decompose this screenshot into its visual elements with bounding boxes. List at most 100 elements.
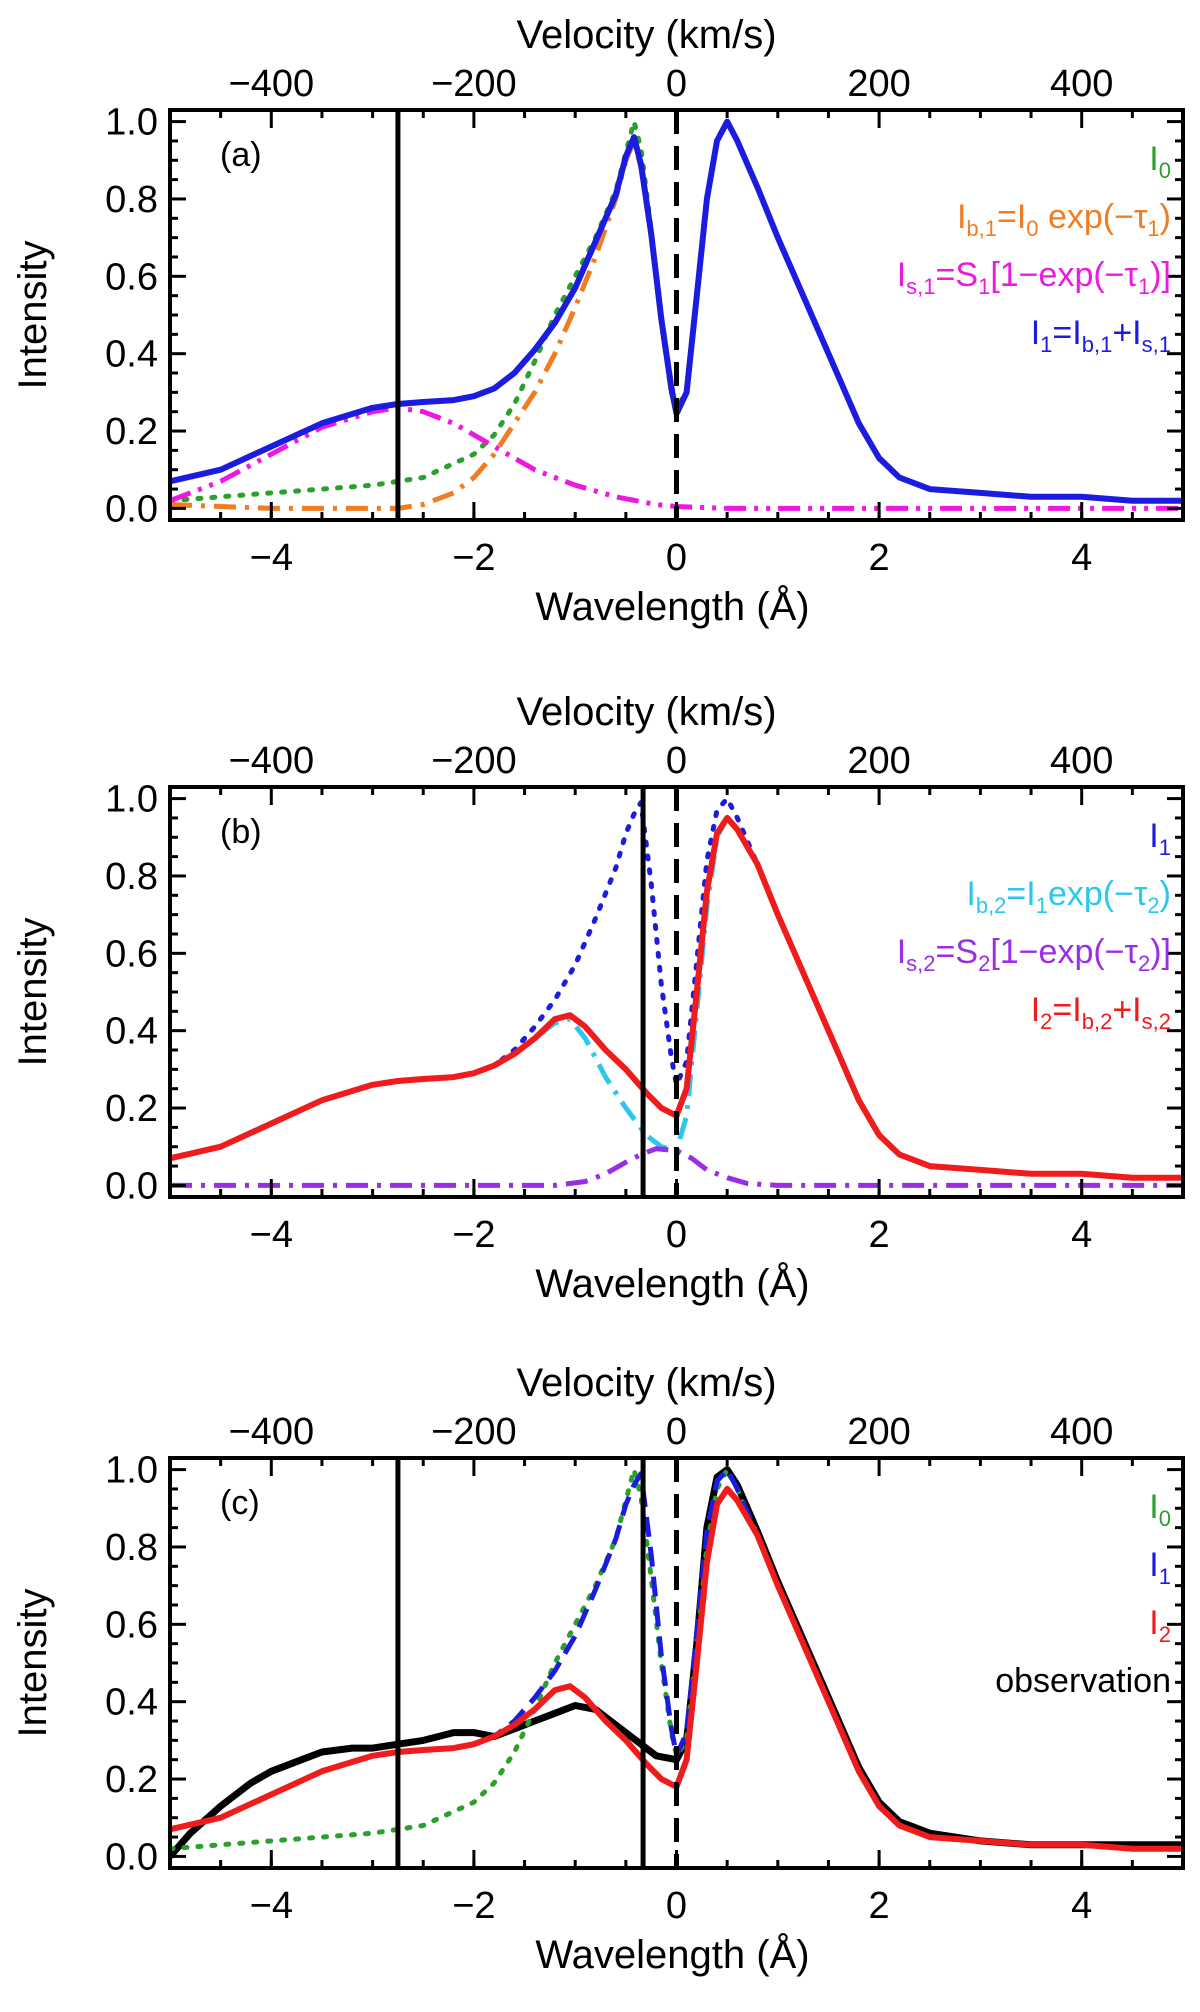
y-tick-label: 0.0	[105, 1165, 158, 1207]
y-tick-label: 0.6	[105, 1604, 158, 1646]
legend-text-part: I	[897, 933, 906, 971]
series-line-i1	[170, 118, 1183, 504]
legend-subscript: 1	[978, 274, 990, 299]
series-line-is1	[170, 405, 1183, 511]
legend-text-part: )]	[1150, 256, 1171, 294]
legend-subscript: 2	[1138, 951, 1150, 976]
legend-text-part: )	[1160, 198, 1171, 236]
series-line-is2	[170, 1146, 1183, 1188]
legend-text-part: =I	[1052, 991, 1081, 1029]
top-tick-label: 400	[1050, 63, 1113, 105]
legend-subscript: s,1	[1142, 332, 1171, 357]
legend-subscript: 2	[1147, 893, 1159, 918]
legend-entry: Is,2=S2[1−exp(−τ2)]	[897, 933, 1171, 976]
y-tick-label: 0.4	[105, 1011, 158, 1053]
top-tick-label: 200	[847, 740, 910, 782]
legend-subscript: 2	[1159, 1622, 1171, 1647]
legend-text-part: I	[1031, 314, 1040, 352]
legend-text-part: =I	[1052, 314, 1081, 352]
legend-subscript: 0	[1026, 216, 1038, 241]
x-tick-label: −2	[452, 1214, 495, 1256]
y-tick-label: 0.8	[105, 179, 158, 221]
legend-subscript: b,1	[966, 216, 997, 241]
legend-text-part: =I	[1006, 875, 1035, 913]
y-tick-label: 0.4	[105, 334, 158, 376]
legend-entry: observation	[995, 1662, 1171, 1700]
x-tick-label: −2	[452, 537, 495, 579]
y-tick-label: 0.0	[105, 488, 158, 530]
top-tick-label: 200	[847, 63, 910, 105]
top-tick-label: −200	[431, 1411, 517, 1453]
top-tick-label: −200	[431, 740, 517, 782]
y-tick-label: 0.8	[105, 1527, 158, 1569]
legend-entry: I2	[1149, 1604, 1171, 1647]
legend-text-part: =S	[936, 933, 979, 971]
legend-subscript: 1	[1040, 332, 1052, 357]
y-axis-title: Intensity	[11, 918, 55, 1067]
x-tick-label: −4	[250, 537, 293, 579]
top-tick-label: −400	[229, 63, 315, 105]
top-tick-label: −400	[229, 1411, 315, 1453]
legend-subscript: b,2	[976, 893, 1007, 918]
legend-entry: Is,1=S1[1−exp(−τ1)]	[897, 256, 1171, 299]
legend-text-part: I	[1149, 1546, 1158, 1584]
legend-text-part: +I	[1112, 991, 1141, 1029]
legend-text-part: I	[1149, 1488, 1158, 1526]
legend-entry: I2=Ib,2+Is,2	[1031, 991, 1171, 1034]
x-tick-label: 4	[1071, 537, 1092, 579]
top-axis-title: Velocity (km/s)	[516, 1361, 776, 1405]
y-tick-label: 1.0	[105, 1450, 158, 1492]
legend-text-part: I	[957, 198, 966, 236]
legend-subscript: 1	[1159, 835, 1171, 860]
legend-entry: Ib,1=I0 exp(−τ1)	[957, 198, 1171, 241]
y-tick-label: 0.2	[105, 1759, 158, 1801]
y-tick-label: 0.4	[105, 1682, 158, 1724]
x-tick-label: −4	[250, 1214, 293, 1256]
legend-text-part: exp(−τ	[1048, 875, 1148, 913]
x-tick-label: 0	[666, 1214, 687, 1256]
legend-subscript: s,2	[906, 951, 935, 976]
legend-subscript: 1	[1036, 893, 1048, 918]
legend-text-part: [1−exp(−τ	[990, 256, 1138, 294]
legend-text-part: =I	[997, 198, 1026, 236]
legend-entry: I1=Ib,1+Is,1	[1031, 314, 1171, 357]
legend-text-part: I	[1149, 140, 1158, 178]
top-axis-title: Velocity (km/s)	[516, 690, 776, 734]
y-tick-label: 1.0	[105, 102, 158, 144]
legend-subscript: 1	[1159, 1564, 1171, 1589]
top-tick-label: 400	[1050, 1411, 1113, 1453]
legend-text-part: exp(−τ	[1039, 198, 1148, 236]
x-tick-label: −4	[250, 1885, 293, 1927]
y-axis-title: Intensity	[11, 241, 55, 390]
x-axis-title: Wavelength (Å)	[535, 584, 809, 629]
top-tick-label: −400	[229, 740, 315, 782]
panel-label: (c)	[220, 1484, 260, 1522]
x-tick-label: 2	[869, 537, 890, 579]
x-axis-title: Wavelength (Å)	[535, 1932, 809, 1977]
top-tick-label: −200	[431, 63, 517, 105]
panel-b: −4 −2 0 2 4 0.0 0.2 0.4 0.6 0.8 1.0 −400 −200 0 200 400…	[11, 690, 1185, 1306]
legend-subscript: s,1	[906, 274, 935, 299]
y-axis-title: Intensity	[11, 1589, 55, 1738]
top-axis-title: Velocity (km/s)	[516, 13, 776, 57]
top-tick-label: 0	[666, 740, 687, 782]
legend-subscript: 1	[1138, 274, 1150, 299]
x-tick-label: 0	[666, 537, 687, 579]
plot-area	[170, 118, 1183, 511]
legend-subscript: 1	[1147, 216, 1159, 241]
legend-text-part: I	[1149, 817, 1158, 855]
legend-text-part: I	[1149, 1604, 1158, 1642]
panel-label: (a)	[220, 136, 262, 174]
y-tick-label: 0.8	[105, 856, 158, 898]
legend-text-part: )]	[1150, 933, 1171, 971]
y-tick-label: 0.0	[105, 1836, 158, 1878]
x-tick-label: −2	[452, 1885, 495, 1927]
legend-text-part: observation	[995, 1662, 1171, 1700]
x-tick-label: 2	[869, 1885, 890, 1927]
y-tick-label: 0.6	[105, 256, 158, 298]
top-tick-label: 200	[847, 1411, 910, 1453]
legend-subscript: 2	[978, 951, 990, 976]
x-tick-label: 0	[666, 1885, 687, 1927]
legend-text-part: )	[1160, 875, 1171, 913]
